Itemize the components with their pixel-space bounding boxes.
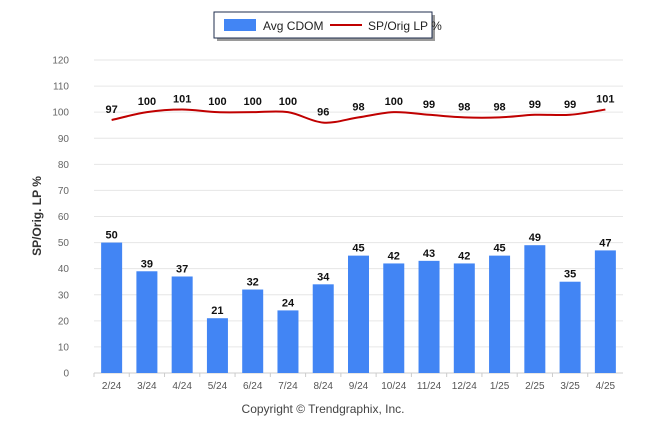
line-value-label: 100 xyxy=(138,96,156,108)
x-tick-label: 3/24 xyxy=(137,381,157,392)
bar xyxy=(453,263,475,373)
line-value-label: 101 xyxy=(596,94,614,106)
y-tick-label: 50 xyxy=(58,238,70,249)
bar-value-label: 42 xyxy=(388,250,400,262)
y-tick-label: 20 xyxy=(58,316,70,327)
chart-legend: Avg CDOM SP/Orig LP % xyxy=(213,11,442,41)
y-tick-label: 100 xyxy=(52,108,69,119)
y-tick-label: 10 xyxy=(58,342,70,353)
x-axis-ticks: 2/24 3/24 4/24 5/24 6/24 7/24 8/24 9/24 10/24 11/… xyxy=(93,373,616,392)
x-tick-label: 6/24 xyxy=(243,381,263,392)
bar-value-label: 24 xyxy=(282,297,295,309)
line-value-label: 101 xyxy=(173,94,191,106)
bar xyxy=(136,271,158,373)
bar xyxy=(524,245,546,373)
line-value-label: 97 xyxy=(106,104,118,116)
bar xyxy=(594,250,616,373)
y-tick-label: 60 xyxy=(58,212,70,223)
legend-bar-label: Avg CDOM xyxy=(263,19,323,33)
y-tick-label: 70 xyxy=(58,186,70,197)
y-tick-label: 40 xyxy=(58,264,70,275)
x-tick-label: 4/24 xyxy=(172,381,192,392)
line-value-label: 98 xyxy=(352,101,364,113)
line-value-label: 99 xyxy=(423,99,435,111)
line-value-label: 100 xyxy=(244,96,262,108)
bar-value-label: 37 xyxy=(176,263,188,275)
bar xyxy=(418,260,440,373)
line-value-label: 100 xyxy=(385,96,403,108)
bar-value-label: 43 xyxy=(423,248,435,260)
y-tick-label: 80 xyxy=(58,160,70,171)
line-series xyxy=(111,108,606,124)
bar xyxy=(383,263,405,373)
y-tick-label: 30 xyxy=(58,290,70,301)
line-path xyxy=(111,108,606,124)
bar-value-label: 42 xyxy=(458,250,470,262)
bar-value-label: 35 xyxy=(564,269,576,281)
bar xyxy=(312,284,334,373)
bar-value-label: 39 xyxy=(141,258,153,270)
copyright-text: Copyright © Trendgraphix, Inc. xyxy=(241,402,405,416)
bar-value-label: 32 xyxy=(247,277,259,289)
bar xyxy=(206,318,228,373)
bar-value-label: 21 xyxy=(211,305,223,317)
y-axis-ticks: 0 10 20 30 40 50 60 70 80 90 100 110 120 xyxy=(52,56,69,380)
x-tick-label: 7/24 xyxy=(278,381,298,392)
y-tick-label: 90 xyxy=(58,134,70,145)
y-tick-label: 0 xyxy=(63,369,69,380)
x-tick-label: 2/25 xyxy=(525,381,545,392)
x-tick-label: 2/24 xyxy=(102,381,122,392)
bar-value-label: 49 xyxy=(529,232,541,244)
line-value-label: 96 xyxy=(317,107,329,119)
bar xyxy=(277,310,299,373)
x-tick-label: 11/24 xyxy=(417,381,442,392)
x-tick-label: 10/24 xyxy=(381,381,406,392)
bar xyxy=(559,281,581,373)
line-value-label: 99 xyxy=(564,99,576,111)
x-tick-label: 4/25 xyxy=(596,381,616,392)
bar xyxy=(101,242,123,373)
x-tick-label: 5/24 xyxy=(208,381,228,392)
line-value-label: 98 xyxy=(493,101,505,113)
line-value-label: 99 xyxy=(529,99,541,111)
y-tick-label: 110 xyxy=(53,82,69,93)
line-value-label: 100 xyxy=(279,96,297,108)
x-tick-label: 12/24 xyxy=(452,381,477,392)
bar-value-label: 45 xyxy=(493,243,505,255)
line-data-labels: 97 100 101 100 100 100 96 98 100 99 98 98 99 99 101 xyxy=(106,94,615,119)
line-value-label: 98 xyxy=(458,101,470,113)
bar-value-label: 34 xyxy=(317,271,330,283)
bar-value-label: 50 xyxy=(106,230,118,242)
bar-value-label: 47 xyxy=(599,237,611,249)
bar-series xyxy=(101,242,616,373)
x-tick-label: 1/25 xyxy=(490,381,510,392)
x-tick-label: 8/24 xyxy=(313,381,333,392)
bar xyxy=(171,276,193,373)
y-axis-label: SP/Orig. LP % xyxy=(30,176,44,256)
legend-bar-swatch xyxy=(224,19,256,31)
bar-value-label: 45 xyxy=(352,243,364,255)
legend-line-label: SP/Orig LP % xyxy=(368,19,442,33)
x-tick-label: 3/25 xyxy=(560,381,580,392)
line-value-label: 100 xyxy=(208,96,226,108)
bar-data-labels: 50 39 37 21 32 24 34 45 42 43 42 45 49 35 47 xyxy=(106,230,612,318)
x-tick-label: 9/24 xyxy=(349,381,369,392)
bar xyxy=(242,289,264,373)
bar xyxy=(489,255,511,373)
y-tick-label: 120 xyxy=(52,56,69,67)
bar xyxy=(348,255,369,373)
